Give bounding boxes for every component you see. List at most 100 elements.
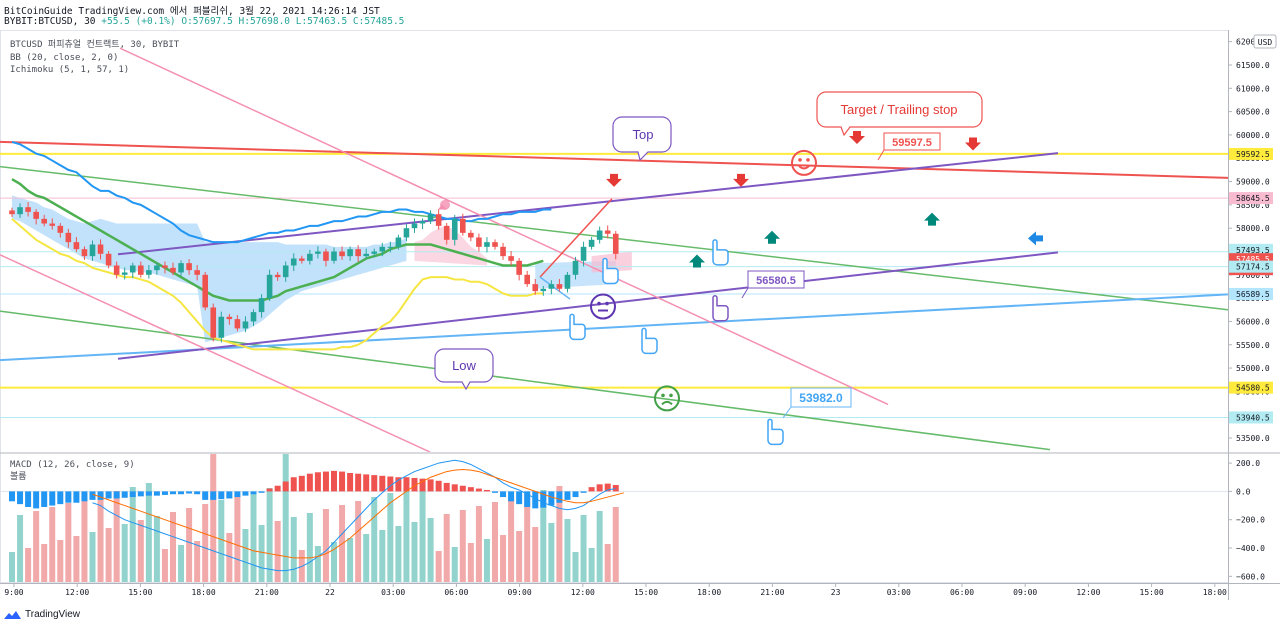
- volume-bar: [17, 515, 24, 582]
- macd-tick-label: −400.0: [1236, 544, 1265, 553]
- volume-bar: [25, 548, 32, 582]
- pig-marker-icon: [440, 199, 450, 210]
- candle-body: [387, 246, 394, 248]
- volume-bar: [170, 512, 176, 582]
- macd-line: [92, 459, 616, 572]
- macd-histogram-bar: [548, 491, 555, 506]
- macd-histogram-bar: [387, 476, 394, 492]
- candle-body: [234, 319, 241, 329]
- volume-bar: [49, 507, 56, 582]
- signal-line: [92, 468, 624, 559]
- macd-histogram-bar: [435, 480, 442, 492]
- candle-body: [170, 267, 176, 273]
- candle-body: [299, 258, 305, 261]
- pink-down-line-2: [0, 254, 431, 452]
- time-axis: 9:00 12:00 15:00 18:00 21:00 22 03:00 06:00 09:0…: [4, 583, 1227, 597]
- smile-face-icon-eye: [806, 158, 810, 162]
- price-label-text: 57493.5: [1236, 246, 1270, 255]
- sad-face-icon-mouth: [661, 400, 673, 406]
- cloud-area-right-bearish: [591, 251, 632, 273]
- candle-body: [516, 260, 522, 275]
- volume-bar: [548, 523, 555, 582]
- candle-body: [572, 260, 579, 275]
- macd-histogram-bar: [33, 491, 40, 509]
- candle-body: [282, 265, 289, 278]
- callout-56580-text: 56580.5: [756, 275, 796, 287]
- volume-bar: [516, 531, 523, 582]
- neutral-face-icon-eye: [597, 301, 601, 306]
- macd-histogram-bar: [25, 491, 32, 507]
- candle-body: [371, 251, 378, 254]
- candle-body: [105, 253, 112, 266]
- pointing-hand-icon: [602, 257, 619, 285]
- chart-header-title: BitCoinGuide TradingView.com 에서 퍼블리쉬, 3월…: [4, 6, 380, 17]
- volume-bar: [33, 511, 40, 582]
- macd-histogram-bar: [475, 488, 482, 492]
- candle-body: [274, 274, 281, 278]
- pointing-hand-icon: [712, 295, 729, 322]
- candle-body: [258, 298, 265, 313]
- candle-body: [484, 242, 490, 247]
- price-label-text: 57485.5: [1236, 255, 1270, 264]
- price-label-text: 58645.5: [1236, 194, 1270, 203]
- volume-bar: [524, 494, 531, 582]
- macd-histogram-bar: [250, 491, 257, 495]
- volume-bar: [314, 546, 321, 582]
- legend-title: BTCUSD 퍼피츄얼 컨트랙트, 30, BYBIT: [10, 39, 180, 50]
- macd-histogram-bar: [290, 477, 297, 492]
- volume-bar: [226, 533, 233, 582]
- volume-bar: [186, 508, 193, 582]
- macd-histogram-bar: [17, 491, 24, 505]
- arrow-down-icon: [849, 130, 865, 144]
- macd-histogram-bar: [105, 491, 112, 499]
- volume-bar: [475, 506, 482, 582]
- candle-body: [202, 274, 208, 308]
- candle-body: [419, 221, 426, 224]
- volume-bar: [588, 548, 595, 582]
- price-tick-label: 60000.0: [1236, 131, 1270, 140]
- annotations: [438, 130, 1043, 446]
- macd-histogram-bar: [459, 485, 466, 492]
- candle-body: [89, 244, 96, 257]
- macd-histogram-bar: [161, 491, 168, 495]
- sad-face-icon-eye: [661, 393, 665, 398]
- price-label-box: [1229, 287, 1273, 300]
- callout-59597: 59597.5: [877, 132, 941, 161]
- candle-body: [250, 312, 257, 322]
- price-tick-label: 55000.0: [1236, 364, 1270, 373]
- macd-histogram-bar: [242, 491, 249, 496]
- arrow-down-icon: [733, 173, 749, 187]
- macd-histogram-bar: [186, 491, 193, 494]
- volume-bar: [234, 496, 241, 582]
- volume-bar: [564, 519, 571, 582]
- macd-tick-label: 0.0: [1236, 487, 1251, 496]
- time-tick-label: 03:00: [887, 588, 911, 597]
- candle-body: [17, 207, 23, 215]
- currency-badge: [1253, 34, 1277, 49]
- tradingview-logo[interactable]: TradingView: [4, 609, 80, 620]
- macd-histogram-bar: [258, 491, 265, 493]
- tradingview-logo-icon: [4, 610, 21, 619]
- candle-body: [162, 265, 168, 268]
- macd-histogram-bar: [113, 491, 120, 499]
- macd-histogram-bar: [331, 470, 337, 492]
- candle-body: [347, 249, 353, 257]
- volume-bar: [331, 542, 337, 582]
- target-bubble: Target / Trailing stop: [816, 91, 983, 137]
- volume-bar: [218, 500, 225, 582]
- macd-histogram-bar: [483, 489, 490, 492]
- candle-body: [379, 246, 386, 252]
- legend-bb: BB (20, close, 2, 0): [10, 53, 118, 63]
- macd-histogram-bar: [524, 491, 531, 507]
- time-tick-label: 09:00: [508, 588, 532, 597]
- price-axis: 53500.054000.054500.055000.055500.056000…: [1228, 38, 1273, 581]
- price-label-text: 56589.5: [1236, 290, 1270, 299]
- candle-body: [146, 270, 152, 275]
- time-tick-label: 23: [831, 588, 841, 597]
- volume-bar: [411, 522, 418, 582]
- volume-bar: [427, 518, 434, 582]
- volume-bar: [492, 502, 498, 582]
- price-tick-label: 56000.0: [1236, 317, 1270, 326]
- macd-histogram-bar: [443, 482, 450, 492]
